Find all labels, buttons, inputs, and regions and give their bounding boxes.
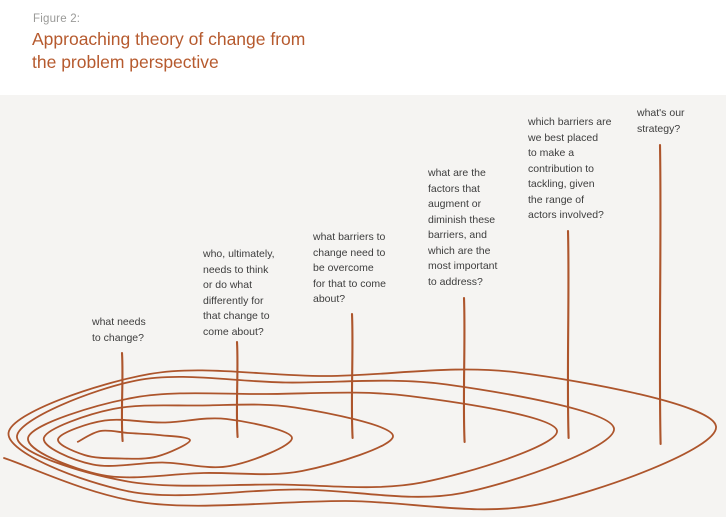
figure-number-label: Figure 2:: [33, 13, 81, 25]
question-stem-line: [235, 340, 239, 439]
question-label: which barriers are we best placed to mak…: [528, 116, 612, 221]
question-stem-line: [120, 351, 124, 443]
question-stem-line: [566, 229, 570, 440]
question-label: what's our strategy?: [637, 107, 685, 135]
question-label: what needs to change?: [92, 316, 146, 344]
question-label: who, ultimately, needs to think or do wh…: [203, 248, 275, 338]
question-label: what barriers to change need to be overc…: [313, 231, 386, 305]
spiral-path: [3, 368, 717, 511]
question-stem-line: [658, 143, 662, 446]
question-stem-line: [350, 312, 354, 440]
question-stem-line: [462, 296, 466, 444]
question-label: what are the factors that augment or dim…: [428, 167, 498, 288]
figure-title: Approaching theory of change from the pr…: [32, 29, 306, 72]
diagram-panel: [0, 95, 726, 517]
spiral-diagram-svg: [3, 143, 717, 511]
